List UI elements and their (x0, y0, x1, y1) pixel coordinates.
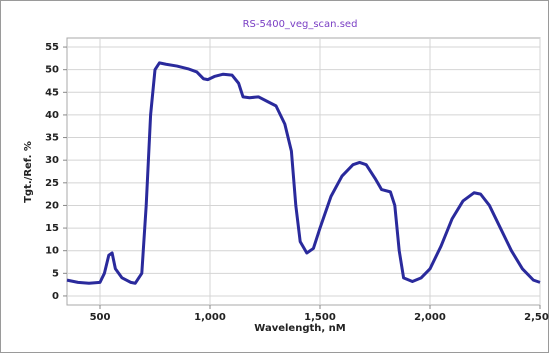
y-tick-label: 40 (45, 110, 59, 121)
y-tick-label: 45 (45, 87, 59, 98)
y-tick-label: 20 (45, 200, 59, 211)
y-tick-label: 25 (45, 178, 59, 189)
y-tick-label: 50 (45, 65, 59, 76)
x-tick-label: 500 (90, 312, 111, 323)
x-tick-label: 2,500 (524, 312, 549, 323)
data-line (66, 61, 541, 285)
x-tick-label: 1,500 (304, 312, 336, 323)
y-tick-label: 10 (45, 246, 59, 257)
y-tick-label: 0 (52, 291, 59, 302)
x-axis-label: Wavelength, nM (254, 323, 346, 334)
x-tick-label: 2,000 (414, 312, 446, 323)
y-tick-label: 5 (52, 268, 59, 279)
y-tick-label: 35 (45, 133, 59, 144)
chart-title: RS-5400_veg_scan.sed (243, 19, 358, 30)
y-tick-label: 55 (45, 42, 59, 53)
y-tick-label: 15 (45, 223, 59, 234)
y-axis-label: Tgt./Ref. % (23, 141, 34, 203)
x-tick-label: 1,000 (194, 312, 226, 323)
y-tick-label: 30 (45, 155, 59, 166)
plot-area (66, 37, 541, 306)
